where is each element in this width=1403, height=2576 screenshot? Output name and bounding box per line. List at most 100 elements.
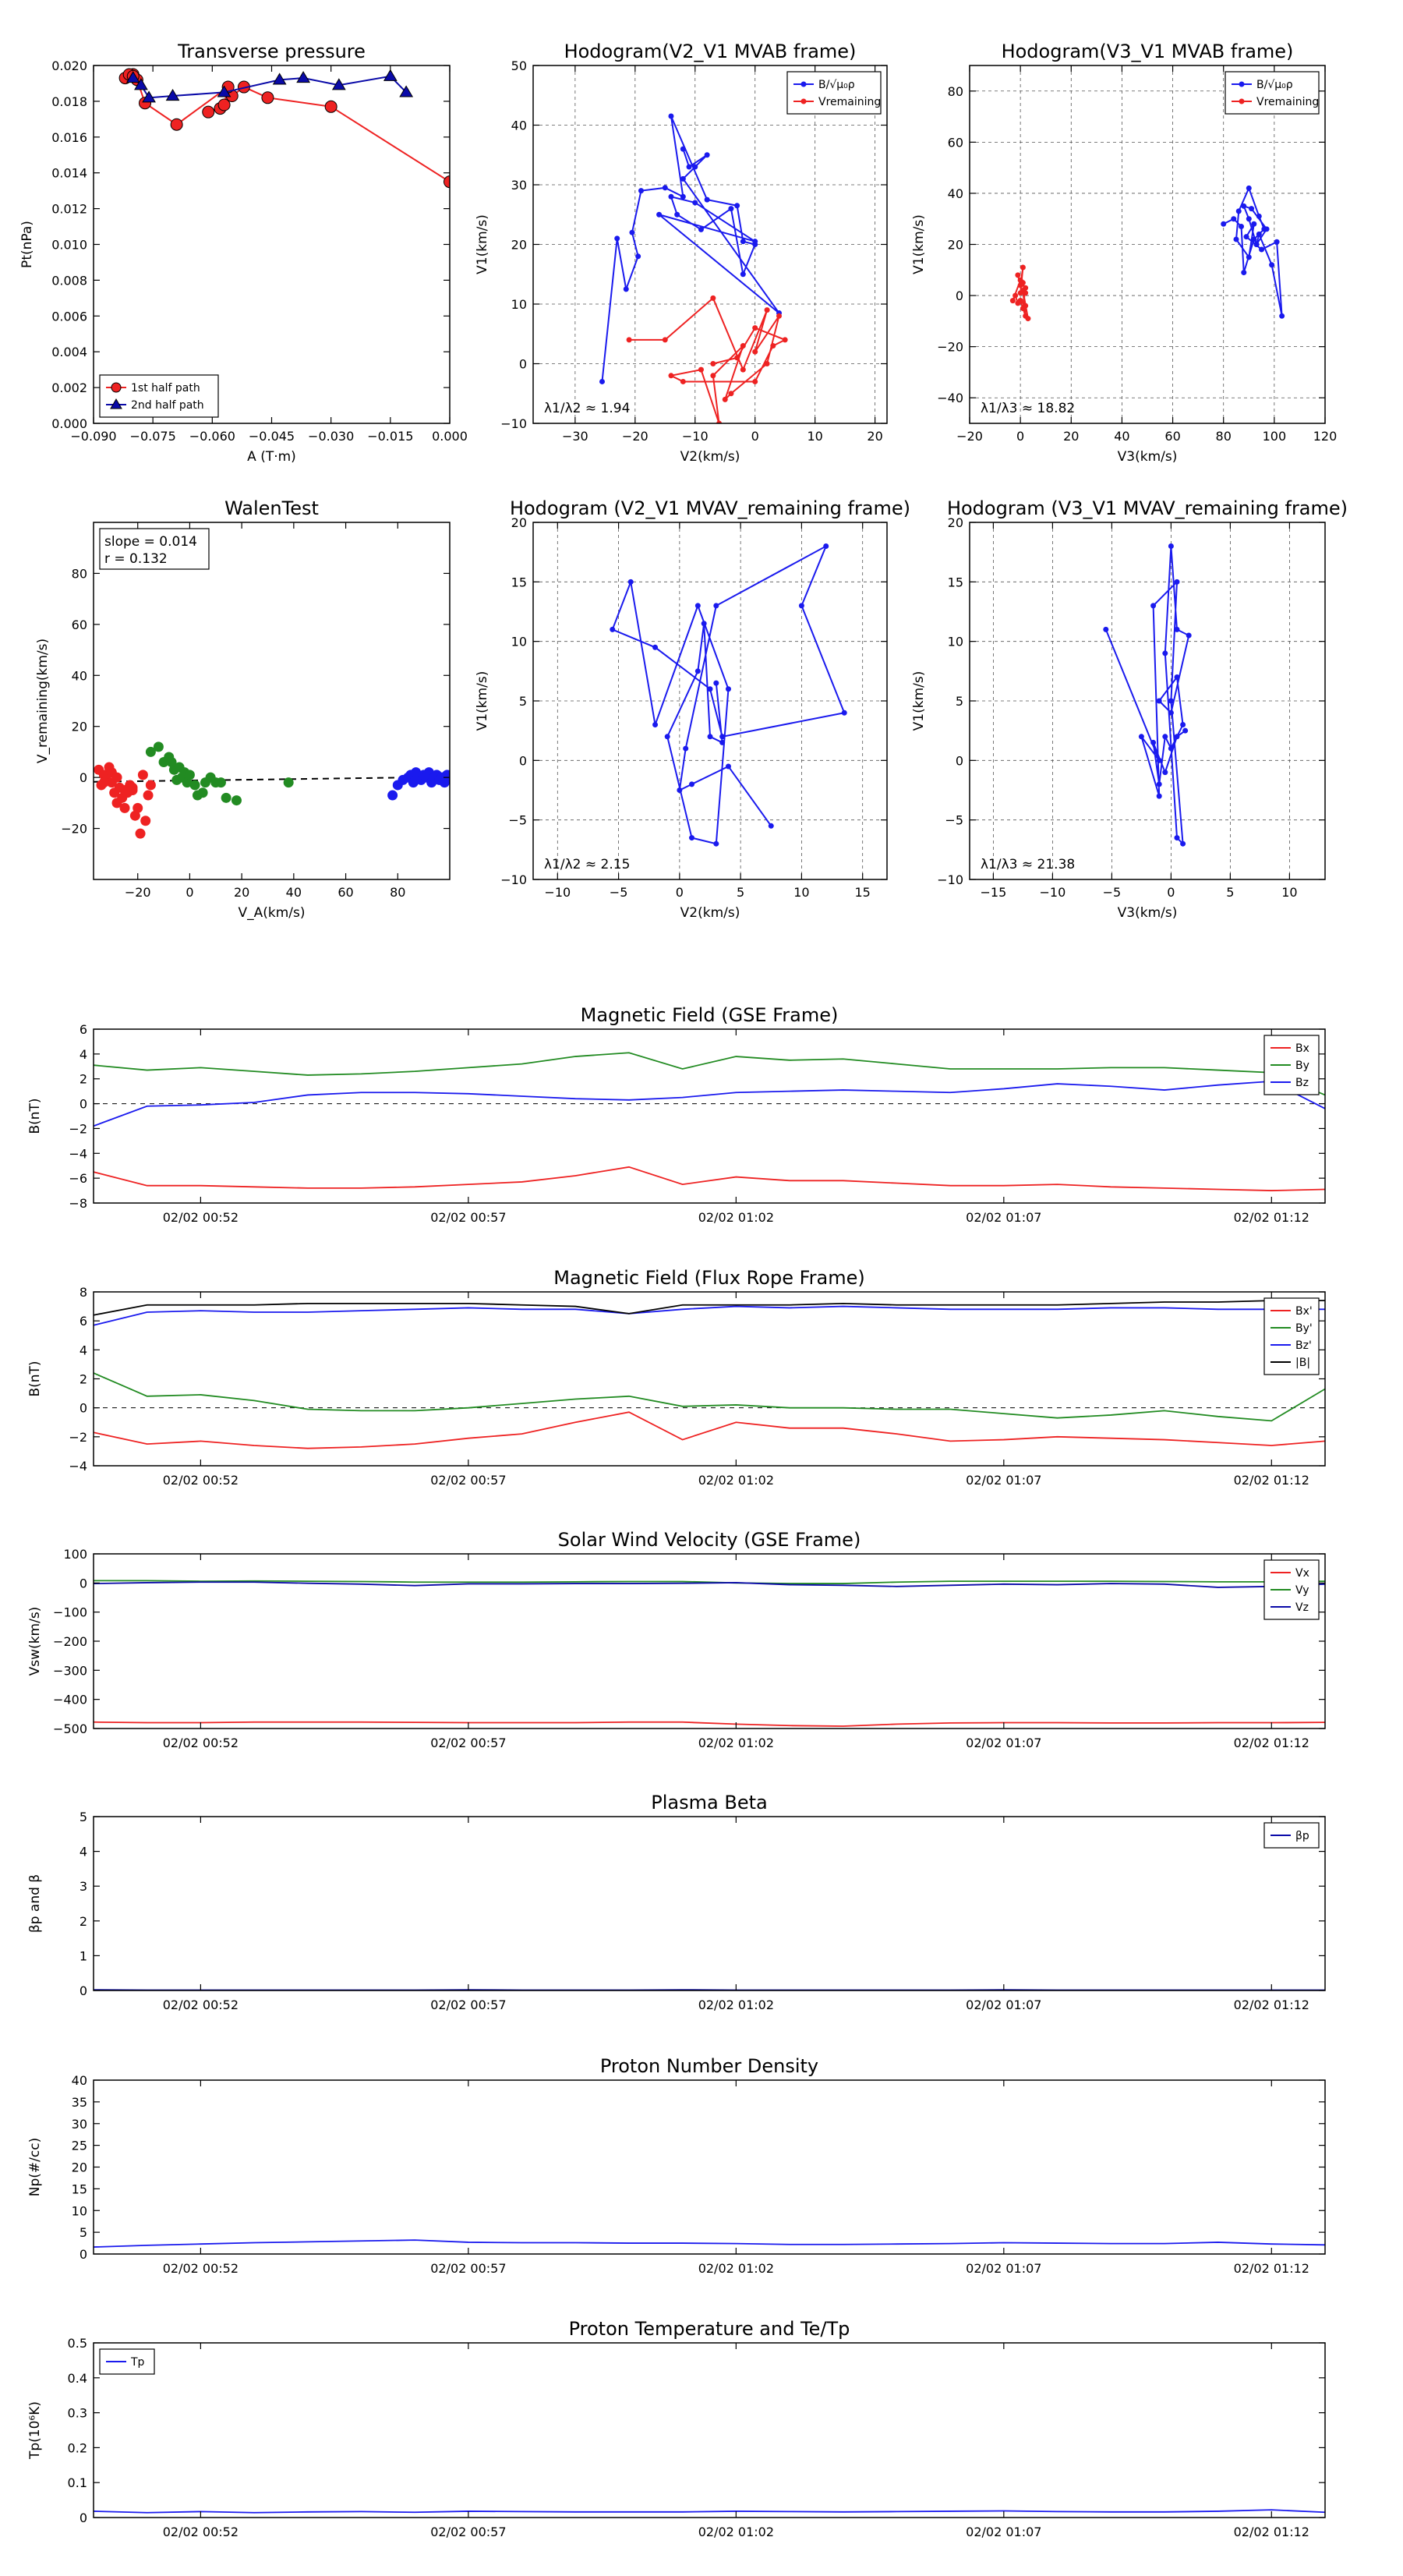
y-tick-label: −20 [937,340,963,355]
x-tick-label: −0.060 [189,429,235,444]
data-point [1023,303,1028,309]
x-axis-label: V3(km/s) [1118,905,1178,921]
data-point [1256,214,1262,219]
y-tick-label: −500 [53,1721,87,1736]
x-tick-label: 02/02 00:52 [163,2261,239,2276]
data-point [1256,232,1262,237]
y-tick-label: 10 [511,635,527,649]
x-tick-label: 02/02 00:52 [163,1736,239,1750]
chart-title: Transverse pressure [177,41,366,62]
y-tick-label: 2 [80,1072,87,1087]
y-tick-label: 40 [948,186,963,201]
x-tick-label: 02/02 00:52 [163,1473,239,1488]
y-tick-label: 0.002 [51,380,87,395]
data-point [1157,781,1162,787]
x-tick-label: −5 [1103,885,1122,900]
data-point [185,770,195,780]
x-tick-label: 15 [855,885,871,900]
y-tick-label: 0.014 [51,166,87,181]
data-point [1020,265,1026,271]
x-tick-label: 0 [676,885,684,900]
y-tick-label: 40 [511,119,527,133]
data-point [708,686,713,692]
data-point [203,106,214,118]
chart-title: Hodogram (V3_V1 MVAV_remaining frame) [947,497,1348,519]
y-tick-label: 30 [72,2117,87,2132]
data-point [1162,770,1168,775]
x-axis-label: A (T·m) [247,449,296,465]
data-point [128,783,138,793]
y-tick-label: 20 [72,2160,87,2175]
x-tick-label: 02/02 01:12 [1234,1210,1309,1225]
data-point [120,803,130,813]
data-point [1012,293,1018,299]
data-point [1168,710,1174,716]
x-tick-label: 40 [286,885,302,900]
legend-label: B/√μ₀ρ [1256,79,1293,91]
data-point [200,777,210,787]
data-point [262,92,274,104]
x-tick-label: 02/02 00:57 [430,1736,506,1750]
data-point [692,200,698,205]
y-tick-label: 8 [80,1285,87,1300]
x-axis-label: V_A(km/s) [238,905,305,921]
y-tick-label: 20 [511,515,527,530]
x-tick-label: 02/02 01:07 [966,1210,1041,1225]
y-tick-label: 0.012 [51,202,87,217]
eigenvalue-ratio-label: λ1/λ3 ≈ 21.38 [981,857,1075,872]
data-point [1180,722,1186,727]
data-point [104,763,115,773]
y-tick-label: 20 [948,238,963,253]
data-point [770,343,776,349]
data-point [1269,262,1274,267]
x-tick-label: 02/02 01:07 [966,2525,1041,2539]
y-tick-label: 6 [80,1314,87,1329]
data-point [1182,728,1188,734]
y-tick-label: 0.4 [68,2371,87,2386]
data-point [190,780,200,790]
x-tick-label: 02/02 01:02 [698,1210,774,1225]
y-tick-label: −5 [508,813,527,828]
data-point [1259,247,1264,253]
legend-label: Vremaining [818,96,881,108]
data-point [1239,224,1244,229]
data-point [1251,221,1256,227]
y-tick-label: 0.008 [51,273,87,288]
data-point [823,543,829,549]
y-axis-label: B(nT) [27,1361,43,1396]
y-tick-label: −400 [53,1693,87,1707]
legend-label: Bx [1295,1042,1309,1055]
data-point [1251,236,1256,242]
data-point [629,230,634,235]
y-tick-label: 0.000 [51,416,87,431]
data-point [628,579,634,585]
x-tick-label: −20 [956,429,983,444]
x-tick-label: 40 [1114,429,1129,444]
data-point [1236,208,1242,214]
eigenvalue-ratio-label: λ1/λ3 ≈ 18.82 [981,401,1075,416]
x-tick-label: 02/02 01:02 [698,2261,774,2276]
y-tick-label: 40 [72,2073,87,2088]
data-point [713,681,719,686]
x-tick-label: 20 [234,885,249,900]
x-tick-label: −20 [622,429,648,444]
data-point [325,101,337,112]
data-point [1175,579,1180,585]
y-axis-label: V1(km/s) [911,671,927,731]
x-tick-label: 02/02 00:52 [163,2525,239,2539]
x-tick-label: −0.075 [130,429,176,444]
y-tick-label: 2 [80,1914,87,1929]
data-point [783,337,788,342]
y-tick-label: 20 [511,238,527,253]
data-point [692,165,698,170]
data-point [668,194,673,200]
y-tick-label: −4 [69,1146,87,1161]
data-point [668,114,673,119]
x-tick-label: 02/02 00:57 [430,1210,506,1225]
y-axis-label: V1(km/s) [475,214,490,274]
y-tick-label: 5 [80,1810,87,1824]
x-axis-label: V3(km/s) [1118,449,1178,465]
